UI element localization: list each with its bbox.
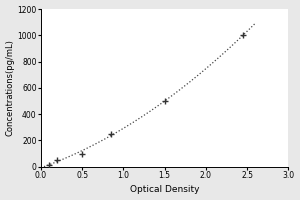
Y-axis label: Concentrations(pg/mL): Concentrations(pg/mL)	[6, 39, 15, 136]
X-axis label: Optical Density: Optical Density	[130, 185, 200, 194]
